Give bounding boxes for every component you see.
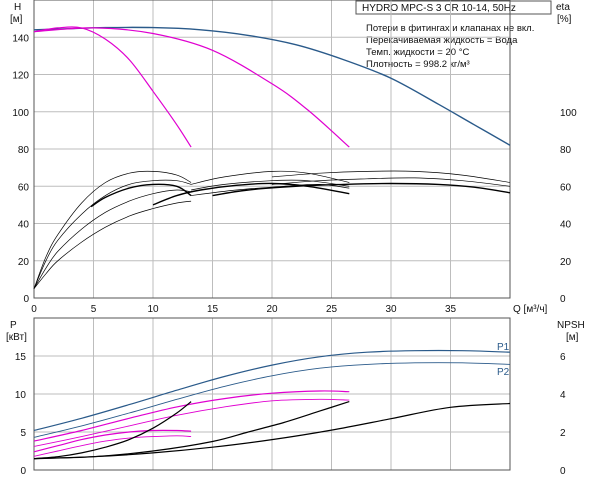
y-left-tick-label: 80 [18, 145, 30, 156]
y-left-tick-label: 0 [23, 294, 29, 305]
power-curve [33, 390, 350, 442]
power-curve [33, 435, 192, 457]
x-tick-label: 30 [385, 304, 397, 315]
y-left-tick-label: 20 [18, 257, 30, 268]
npsh-curve [33, 402, 511, 460]
y-right-label-top: eta [556, 2, 570, 13]
y-left-tick-label: 5 [20, 428, 26, 439]
efficiency-curve [191, 179, 350, 191]
x-axis-label: Q [м³/ч] [513, 304, 548, 315]
y-left-unit-bottom: [кВт] [6, 332, 27, 343]
y-right-tick-label: 40 [560, 220, 572, 231]
x-tick-label: 0 [31, 304, 37, 315]
y-left-tick-label: 120 [12, 71, 29, 82]
efficiency-curve [90, 183, 192, 208]
y-left-tick-label: 15 [15, 352, 27, 363]
y-right-tick-label: 0 [560, 294, 566, 305]
chart-title: HYDRO MPC-S 3 CR 10-14, 50Hz [362, 3, 516, 14]
efficiency-curve [271, 170, 511, 183]
y-right-tick-label: 6 [560, 352, 566, 363]
x-tick-label: 5 [91, 304, 97, 315]
power-curve [33, 398, 350, 447]
y-right-tick-label: 2 [560, 428, 566, 439]
curve-layer [33, 26, 511, 460]
npsh-curve [33, 401, 192, 460]
y-right-tick-label: 4 [560, 390, 566, 401]
y-right-unit-bottom: [м] [566, 332, 579, 343]
x-tick-label: 10 [147, 304, 159, 315]
head-curve [33, 27, 350, 148]
power-curve [33, 429, 192, 453]
info-line-density: Плотность = 998.2 кг/м³ [366, 59, 470, 70]
curve-label-p1: P1 [497, 342, 510, 353]
grid-layer [33, 0, 511, 471]
curve-label-p2: P2 [497, 367, 510, 378]
title-box [355, 0, 552, 15]
y-right-tick-label: 20 [560, 257, 572, 268]
y-left-unit-top: [м] [10, 14, 23, 25]
y-left-tick-label: 10 [15, 390, 27, 401]
y-right-unit-top: [%] [557, 14, 572, 25]
y-right-tick-label: 100 [560, 108, 577, 119]
efficiency-curve [33, 200, 192, 289]
efficiency-curve [212, 182, 511, 197]
y-left-tick-label: 100 [12, 108, 29, 119]
y-right-tick-label: 80 [560, 145, 572, 156]
efficiency-curve [191, 170, 350, 185]
info-line-liquid: Перекачиваемая жидкость = Вода [366, 35, 518, 46]
plot-frame [33, 317, 511, 471]
y-left-label-top: H [14, 2, 21, 13]
y-left-tick-label: 0 [20, 466, 26, 477]
x-tick-label: 20 [266, 304, 278, 315]
y-left-label-bottom: P [10, 320, 17, 331]
power-curve [33, 362, 511, 438]
y-left-tick-label: 60 [18, 182, 30, 193]
x-tick-label: 15 [207, 304, 219, 315]
efficiency-curve [271, 177, 511, 187]
y-left-tick-label: 40 [18, 220, 30, 231]
y-right-tick-label: 60 [560, 182, 572, 193]
plot-frame [33, 0, 511, 299]
head-curve [33, 26, 192, 148]
efficiency-curve [33, 179, 192, 289]
y-right-tick-label: 0 [560, 466, 566, 477]
y-left-tick-label: 140 [12, 33, 29, 44]
efficiency-curve [33, 189, 192, 289]
power-curve [33, 349, 511, 432]
y-right-label-bottom: NPSH [557, 320, 585, 331]
info-line-temperature: Темп. жидкости = 20 °C [366, 47, 469, 58]
efficiency-curve [33, 170, 192, 289]
x-tick-label: 25 [326, 304, 338, 315]
x-tick-label: 35 [445, 304, 457, 315]
